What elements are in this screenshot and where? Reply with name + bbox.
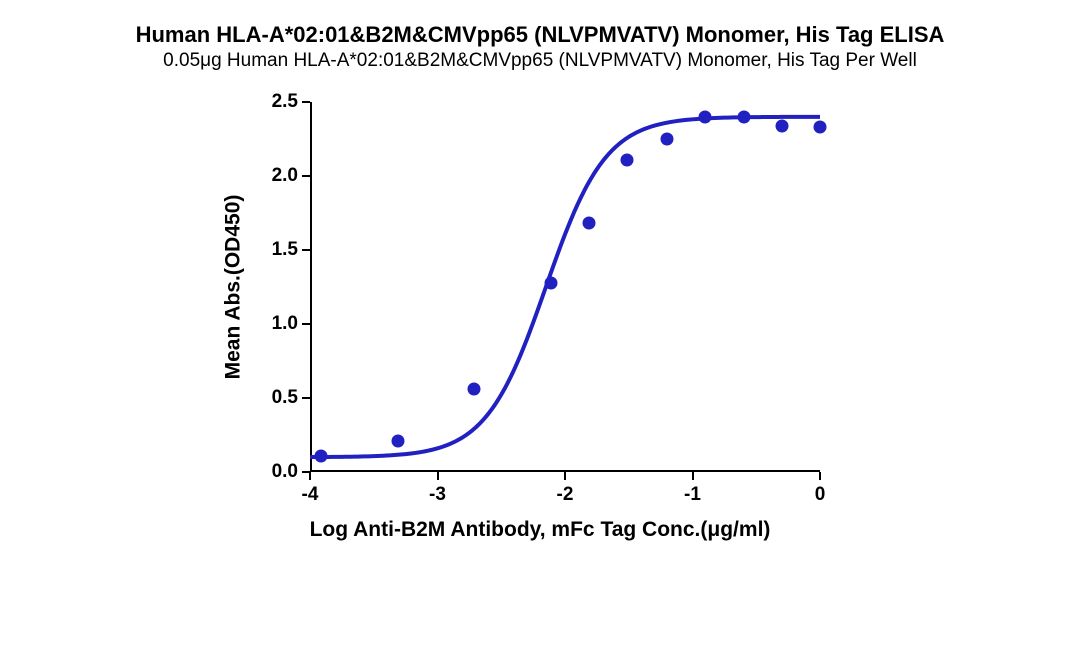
y-tick-label: 1.5 xyxy=(272,239,310,261)
fit-curve xyxy=(310,102,820,472)
data-point xyxy=(814,121,827,134)
chart-title: Human HLA-A*02:01&B2M&CMVpp65 (NLVPMVATV… xyxy=(0,22,1080,48)
data-point xyxy=(737,110,750,123)
y-tick-label: 2.5 xyxy=(272,91,310,113)
data-point xyxy=(699,110,712,123)
chart-container: Mean Abs.(OD450) 0.00.51.01.52.02.5-4-3-… xyxy=(0,72,1080,648)
y-tick-label: 0.5 xyxy=(272,387,310,409)
plot-area: 0.00.51.01.52.02.5-4-3-2-10 xyxy=(310,102,820,472)
y-axis-label: Mean Abs.(OD450) xyxy=(221,195,245,380)
data-point xyxy=(315,449,328,462)
data-point xyxy=(661,133,674,146)
data-point xyxy=(544,276,557,289)
chart-subtitle: 0.05μg Human HLA-A*02:01&B2M&CMVpp65 (NL… xyxy=(0,50,1080,72)
x-axis-label: Log Anti-B2M Antibody, mFc Tag Conc.(μg/… xyxy=(260,472,820,542)
y-tick-label: 2.0 xyxy=(272,165,310,187)
y-tick-label: 1.0 xyxy=(272,313,310,335)
data-point xyxy=(468,383,481,396)
data-point xyxy=(775,119,788,132)
data-point xyxy=(391,434,404,447)
data-point xyxy=(583,217,596,230)
data-point xyxy=(621,153,634,166)
